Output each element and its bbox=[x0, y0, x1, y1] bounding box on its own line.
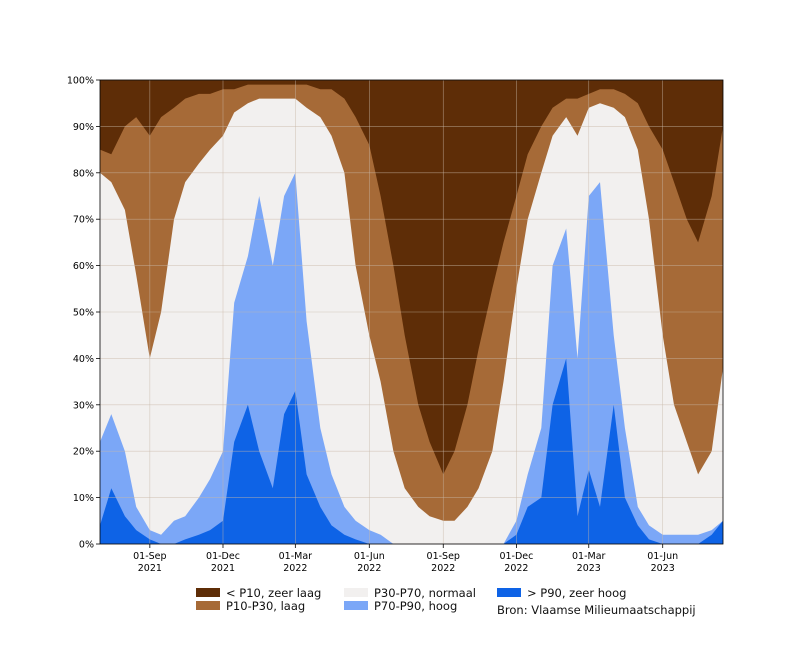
legend-label-zeer-hoog: > P90, zeer hoog bbox=[527, 586, 627, 600]
legend-label-hoog: P70-P90, hoog bbox=[374, 599, 458, 613]
y-tick-label: 50% bbox=[73, 308, 94, 319]
legend: < P10, zeer laag P10-P30, laag P30-P70, … bbox=[196, 586, 756, 622]
x-tick-year-label: 2022 bbox=[283, 563, 307, 574]
y-tick-label: 20% bbox=[73, 447, 94, 458]
x-tick-label: 01-Jun bbox=[647, 551, 678, 562]
x-tick-year-label: 2022 bbox=[431, 563, 455, 574]
y-tick-label: 70% bbox=[73, 215, 94, 226]
y-tick-label: 60% bbox=[73, 261, 94, 272]
x-tick-label: 01-Dec bbox=[499, 551, 533, 562]
x-tick-year-label: 2023 bbox=[651, 563, 675, 574]
y-tick-label: 100% bbox=[67, 76, 94, 87]
legend-label-laag: P10-P30, laag bbox=[226, 599, 306, 613]
legend-swatch-hoog bbox=[344, 601, 368, 610]
legend-swatch-laag bbox=[196, 601, 220, 610]
source-note: Bron: Vlaamse Milieumaatschappij bbox=[497, 603, 696, 617]
legend-swatch-normaal bbox=[344, 588, 368, 597]
legend-item-zeer-laag: < P10, zeer laag bbox=[196, 586, 321, 602]
x-tick-label: 01-Sep bbox=[427, 551, 460, 562]
axes: 0%10%20%30%40%50%60%70%80%90%100%01-Sep2… bbox=[67, 76, 724, 574]
x-tick-label: 01-Mar bbox=[279, 551, 313, 562]
legend-label-normaal: P30-P70, normaal bbox=[374, 586, 476, 600]
legend-item-normaal: P30-P70, normaal bbox=[344, 586, 476, 602]
y-tick-label: 80% bbox=[73, 168, 94, 179]
x-tick-year-label: 2022 bbox=[504, 563, 528, 574]
x-tick-label: 01-Jun bbox=[354, 551, 385, 562]
legend-item-zeer-hoog: > P90, zeer hoog bbox=[497, 586, 626, 602]
legend-swatch-zeer-laag bbox=[196, 588, 220, 597]
x-tick-year-label: 2021 bbox=[138, 563, 162, 574]
x-tick-label: 01-Mar bbox=[572, 551, 606, 562]
y-tick-label: 0% bbox=[79, 540, 94, 551]
y-tick-label: 10% bbox=[73, 493, 94, 504]
legend-swatch-zeer-hoog bbox=[497, 588, 521, 597]
x-tick-label: 01-Dec bbox=[206, 551, 240, 562]
y-tick-label: 90% bbox=[73, 122, 94, 133]
y-tick-label: 40% bbox=[73, 354, 94, 365]
x-tick-year-label: 2023 bbox=[577, 563, 601, 574]
plot-frame bbox=[99, 79, 724, 545]
y-tick-label: 30% bbox=[73, 400, 94, 411]
legend-item-laag: P10-P30, laag bbox=[196, 599, 305, 615]
grid-lines bbox=[100, 79, 723, 545]
legend-label-zeer-laag: < P10, zeer laag bbox=[226, 586, 322, 600]
x-tick-label: 01-Sep bbox=[133, 551, 166, 562]
legend-item-hoog: P70-P90, hoog bbox=[344, 599, 457, 615]
x-tick-year-label: 2022 bbox=[357, 563, 381, 574]
x-tick-year-label: 2021 bbox=[211, 563, 235, 574]
